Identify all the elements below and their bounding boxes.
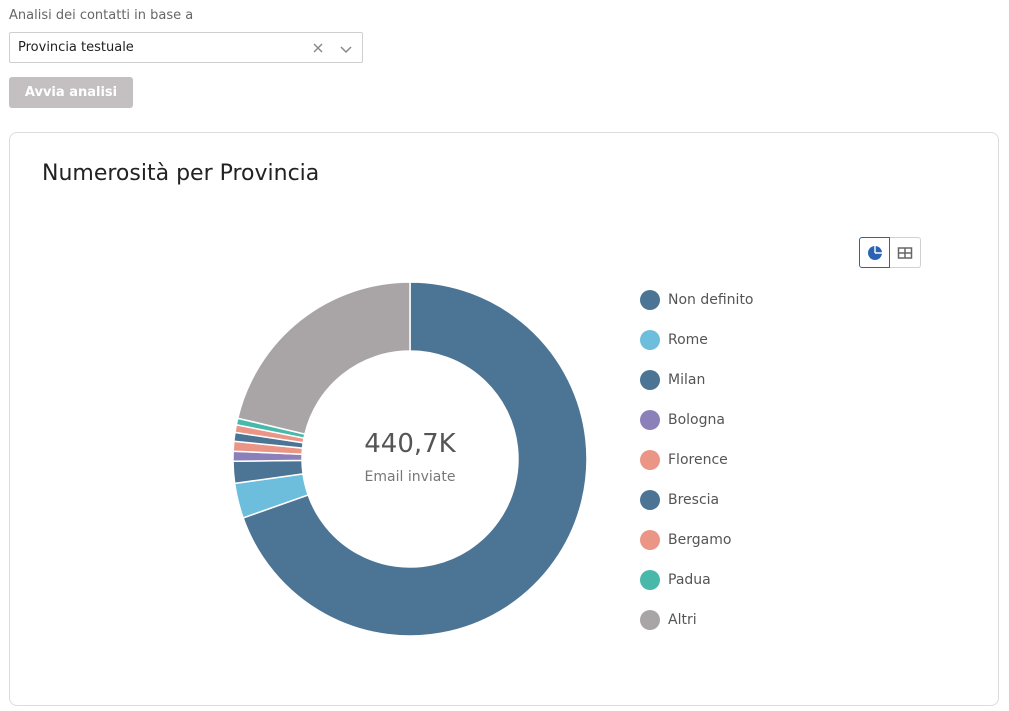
legend-item-padua[interactable]: Padua: [640, 560, 754, 600]
legend-swatch: [640, 370, 660, 390]
chevron-down-icon[interactable]: [338, 41, 354, 57]
table-view-button[interactable]: [890, 237, 921, 268]
legend-label: Bologna: [668, 412, 725, 428]
legend-swatch: [640, 290, 660, 310]
legend-swatch: [640, 490, 660, 510]
legend-swatch: [640, 610, 660, 630]
legend-item-milan[interactable]: Milan: [640, 360, 754, 400]
legend-label: Florence: [668, 452, 728, 468]
donut-chart: [232, 281, 588, 637]
clear-icon[interactable]: [310, 40, 326, 56]
legend-swatch: [640, 530, 660, 550]
legend-label: Rome: [668, 332, 708, 348]
pie-view-button[interactable]: [859, 237, 890, 268]
run-analysis-button[interactable]: Avvia analisi: [9, 77, 133, 108]
select-value: Provincia testuale: [18, 40, 134, 55]
legend-item-rome[interactable]: Rome: [640, 320, 754, 360]
chart-legend: Non definito Rome Milan Bologna Florence Bres…: [640, 280, 754, 640]
legend-label: Non definito: [668, 292, 754, 308]
legend-item-florence[interactable]: Florence: [640, 440, 754, 480]
legend-swatch: [640, 570, 660, 590]
legend-swatch: [640, 450, 660, 470]
province-select[interactable]: Provincia testuale: [9, 32, 363, 63]
legend-item-bergamo[interactable]: Bergamo: [640, 520, 754, 560]
legend-label: Bergamo: [668, 532, 732, 548]
legend-swatch: [640, 330, 660, 350]
view-toggle: [859, 237, 923, 269]
center-total-label: Email inviate: [364, 469, 456, 485]
legend-label: Altri: [668, 612, 697, 628]
donut-slice-non-definito[interactable]: [242, 281, 588, 637]
legend-label: Milan: [668, 372, 706, 388]
filter-label: Analisi dei contatti in base a: [9, 8, 194, 23]
chart-title: Numerosità per Provincia: [42, 161, 320, 186]
legend-item-bologna[interactable]: Bologna: [640, 400, 754, 440]
center-total-value: 440,7K: [364, 429, 456, 459]
chart-card: Numerosità per Provincia 440,7K Email in…: [9, 132, 999, 706]
donut-slice-altri[interactable]: [236, 281, 411, 436]
legend-label: Brescia: [668, 492, 720, 508]
legend-item-non-definito[interactable]: Non definito: [640, 280, 754, 320]
legend-label: Padua: [668, 572, 711, 588]
legend-item-brescia[interactable]: Brescia: [640, 480, 754, 520]
legend-swatch: [640, 410, 660, 430]
legend-item-altri[interactable]: Altri: [640, 600, 754, 640]
